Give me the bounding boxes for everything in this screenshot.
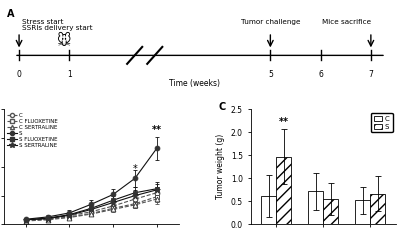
Text: Time (weeks): Time (weeks) [170, 79, 220, 88]
Y-axis label: Tumor weight (g): Tumor weight (g) [216, 134, 225, 199]
Legend: C, S: C, S [371, 113, 392, 132]
Text: **: ** [152, 125, 162, 135]
Legend: C, C FLUOXETINE, C SERTRALINE, S, S FLUOXETINE, S SERTRALINE: C, C FLUOXETINE, C SERTRALINE, S, S FLUO… [7, 112, 58, 149]
Text: SSRIs delivery start: SSRIs delivery start [22, 25, 92, 31]
Text: Mice sacrifice: Mice sacrifice [322, 19, 371, 25]
Bar [276, 157, 291, 224]
Bar [308, 191, 323, 224]
Text: A: A [6, 9, 14, 19]
Bar [323, 199, 338, 224]
Text: **: ** [279, 117, 289, 127]
Text: 5: 5 [268, 70, 273, 79]
Text: 7: 7 [368, 70, 373, 79]
Text: Tumor challenge: Tumor challenge [241, 19, 300, 25]
Text: C: C [218, 102, 226, 112]
Text: *: * [132, 164, 137, 174]
Bar [355, 200, 370, 224]
Text: 6: 6 [318, 70, 323, 79]
Bar [261, 196, 276, 224]
Text: 🐭: 🐭 [57, 33, 72, 48]
Bar [370, 194, 385, 224]
Text: 1: 1 [67, 70, 72, 79]
Text: 0: 0 [17, 70, 22, 79]
Text: Stress start: Stress start [22, 19, 63, 25]
